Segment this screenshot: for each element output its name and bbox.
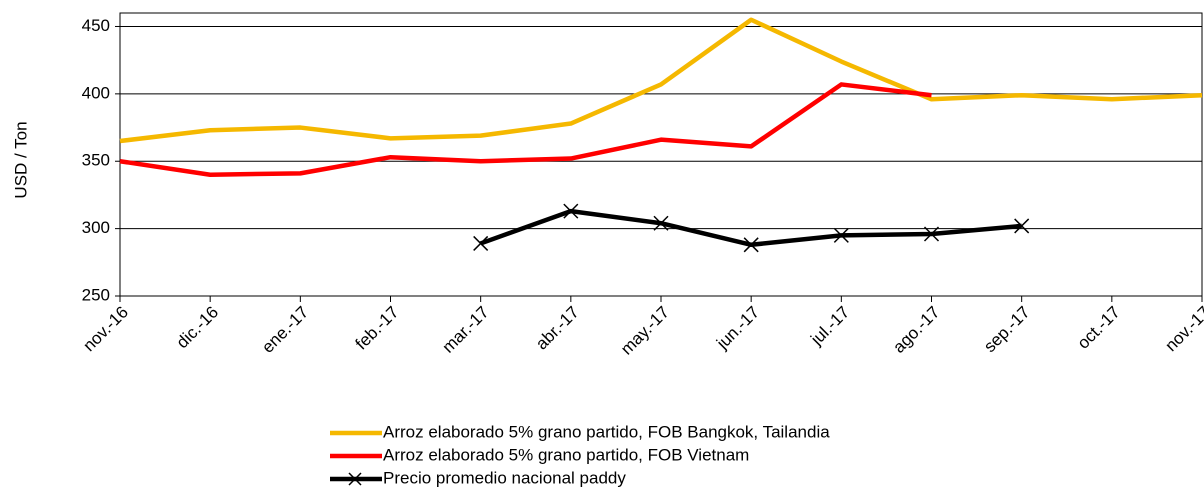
y-tick-label: 300 — [82, 218, 110, 237]
y-axis-label: USD / Ton — [11, 121, 30, 198]
x-tick-label: sep.-17 — [980, 303, 1034, 357]
x-tick-label: ago.-17 — [889, 303, 943, 357]
x-tick-label: ene.-17 — [258, 303, 312, 357]
point-marker — [653, 215, 669, 231]
x-tick-label: dic.-16 — [173, 303, 223, 353]
legend-marker — [348, 472, 362, 486]
x-tick-label: feb.-17 — [352, 303, 403, 354]
point-marker — [833, 227, 849, 243]
x-tick-label: oct.-17 — [1074, 303, 1124, 353]
x-tick-label: mar.-17 — [438, 303, 492, 357]
series-line — [479, 208, 1022, 248]
plot-area — [119, 12, 1203, 297]
x-tick-label: abr.-17 — [532, 303, 583, 354]
point-marker — [473, 235, 489, 251]
x-tick-label: may.-17 — [617, 303, 673, 359]
y-tick-label: 350 — [82, 151, 110, 170]
legend-label: Arroz elaborado 5% grano partido, FOB Ba… — [383, 422, 830, 441]
series-line — [119, 82, 932, 177]
x-tick-label: nov.-17 — [1161, 303, 1204, 356]
point-marker — [743, 237, 759, 253]
point-marker — [1014, 218, 1030, 234]
point-marker — [923, 226, 940, 242]
x-tick-label: jun.-17 — [712, 303, 763, 354]
x-tick-label: nov.-16 — [79, 303, 132, 356]
y-tick-label: 450 — [82, 16, 110, 35]
point-marker — [563, 203, 579, 219]
series-line — [119, 17, 1203, 144]
x-tick-label: jul.-17 — [806, 303, 853, 350]
legend-label: Precio promedio nacional paddy — [383, 468, 626, 487]
y-tick-label: 250 — [82, 285, 110, 304]
legend-label: Arroz elaborado 5% grano partido, FOB Vi… — [383, 445, 749, 464]
y-tick-label: 400 — [82, 83, 110, 102]
